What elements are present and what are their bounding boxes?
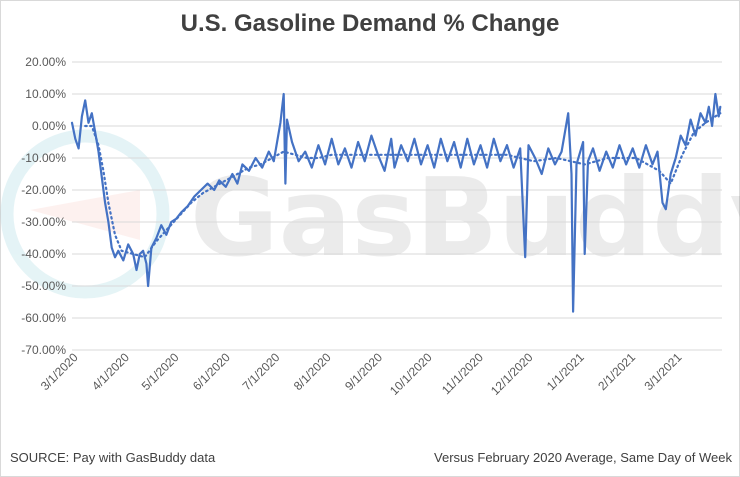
series-line-trend <box>84 112 722 259</box>
x-tick-label: 1/1/2021 <box>544 350 587 393</box>
y-tick-label: 0.00% <box>32 119 66 133</box>
y-tick-label: -20.00% <box>21 183 66 197</box>
series-lines <box>70 92 722 313</box>
y-tick-label: -50.00% <box>21 279 66 293</box>
x-tick-label: 8/1/2020 <box>291 350 334 393</box>
series-line-daily <box>70 92 722 313</box>
y-tick-label: -60.00% <box>21 311 66 325</box>
y-tick-label: -10.00% <box>21 151 66 165</box>
y-tick-label: -40.00% <box>21 247 66 261</box>
chart-title: U.S. Gasoline Demand % Change <box>180 10 560 37</box>
y-tick-label: -30.00% <box>21 215 66 229</box>
x-tick-label: 6/1/2020 <box>190 350 233 393</box>
watermark-text: GasBuddy <box>190 156 740 281</box>
x-tick-label: 3/1/2021 <box>641 350 684 393</box>
y-tick-label: -70.00% <box>21 343 66 357</box>
x-tick-label: 12/1/2020 <box>488 350 536 398</box>
x-tick-label: 7/1/2020 <box>240 350 283 393</box>
baseline-note: Versus February 2020 Average, Same Day o… <box>434 450 732 465</box>
y-tick-label: 10.00% <box>25 87 66 101</box>
x-tick-label: 2/1/2021 <box>595 350 638 393</box>
source-note: SOURCE: Pay with GasBuddy data <box>10 450 216 465</box>
x-axis: 3/1/2020 4/1/2020 5/1/2020 6/1/2020 7/1/2020… <box>38 350 685 398</box>
y-axis: 20.00% 10.00% 0.00% -10.00% -20.00% -30.00% -4… <box>21 55 66 357</box>
x-tick-label: 4/1/2020 <box>89 350 132 393</box>
x-tick-label: 11/1/2020 <box>439 350 486 397</box>
x-tick-label: 5/1/2020 <box>139 350 182 393</box>
y-tick-label: 20.00% <box>25 55 66 69</box>
x-tick-label: 9/1/2020 <box>342 350 385 393</box>
x-tick-label: 10/1/2020 <box>387 350 435 398</box>
